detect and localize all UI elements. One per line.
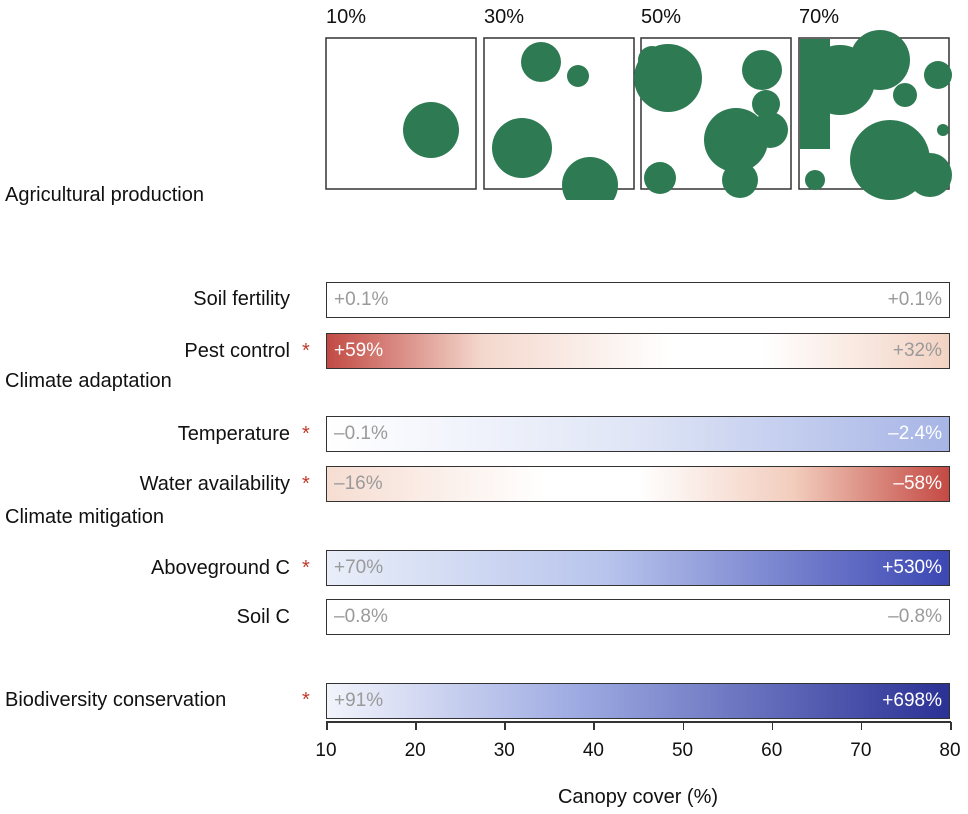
panel-label: 70% [799,6,839,29]
value-left: +0.1% [334,289,388,311]
tick-label: 60 [752,740,792,762]
significance-marker: * [302,340,310,363]
row-label: Temperature [178,423,290,446]
panel-label: 30% [484,6,524,29]
value-right: +530% [882,557,942,579]
tick-mark [593,722,595,730]
row-label: Biodiversity conservation [5,689,226,712]
value-left: –0.8% [334,606,388,628]
section-heading: Climate mitigation [5,506,164,529]
effect-bar: +70% +530% [326,550,950,586]
tick-label: 80 [930,740,968,762]
value-right: +0.1% [888,289,942,311]
value-right: –58% [893,473,942,495]
significance-marker: * [302,689,310,712]
tick-mark [415,722,417,730]
value-right: +32% [893,340,942,362]
tick-label: 20 [395,740,435,762]
row-label: Soil C [237,606,290,629]
value-left: +59% [334,340,383,362]
section-heading: Climate adaptation [5,370,172,393]
effect-bar: +59% +32% [326,333,950,369]
effect-bar: +0.1% +0.1% [326,282,950,318]
value-right: –0.8% [888,606,942,628]
tick-mark [683,722,685,730]
tick-mark [326,722,328,730]
tick-mark [504,722,506,730]
tick-label: 70 [841,740,881,762]
effect-bar: –0.8% –0.8% [326,599,950,635]
value-left: –0.1% [334,423,388,445]
value-left: –16% [334,473,383,495]
value-right: –2.4% [888,423,942,445]
row-label: Water availability [140,473,290,496]
tick-label: 10 [306,740,346,762]
significance-marker: * [302,557,310,580]
axis-line [326,721,951,723]
effect-bar: –16% –58% [326,466,950,502]
figure: 10% 30% 50% 70% Agricultural production … [0,0,968,814]
effect-bar: –0.1% –2.4% [326,416,950,452]
value-left: +70% [334,557,383,579]
tick-label: 50 [663,740,703,762]
significance-marker: * [302,473,310,496]
panel-label: 10% [326,6,366,29]
value-left: +91% [334,690,383,712]
tick-mark [861,722,863,730]
panel-label: 50% [641,6,681,29]
value-right: +698% [882,690,942,712]
tick-mark [950,722,952,730]
significance-marker: * [302,423,310,446]
row-label: Aboveground C [151,557,290,580]
tick-mark [772,722,774,730]
tick-label: 40 [573,740,613,762]
tick-label: 30 [484,740,524,762]
section-heading: Agricultural production [5,184,204,207]
effect-bar: +91% +698% [326,683,950,719]
row-label: Soil fertility [193,288,290,311]
row-label: Pest control [184,340,290,363]
canopy-panels [0,0,968,200]
axis-label: Canopy cover (%) [326,786,950,809]
